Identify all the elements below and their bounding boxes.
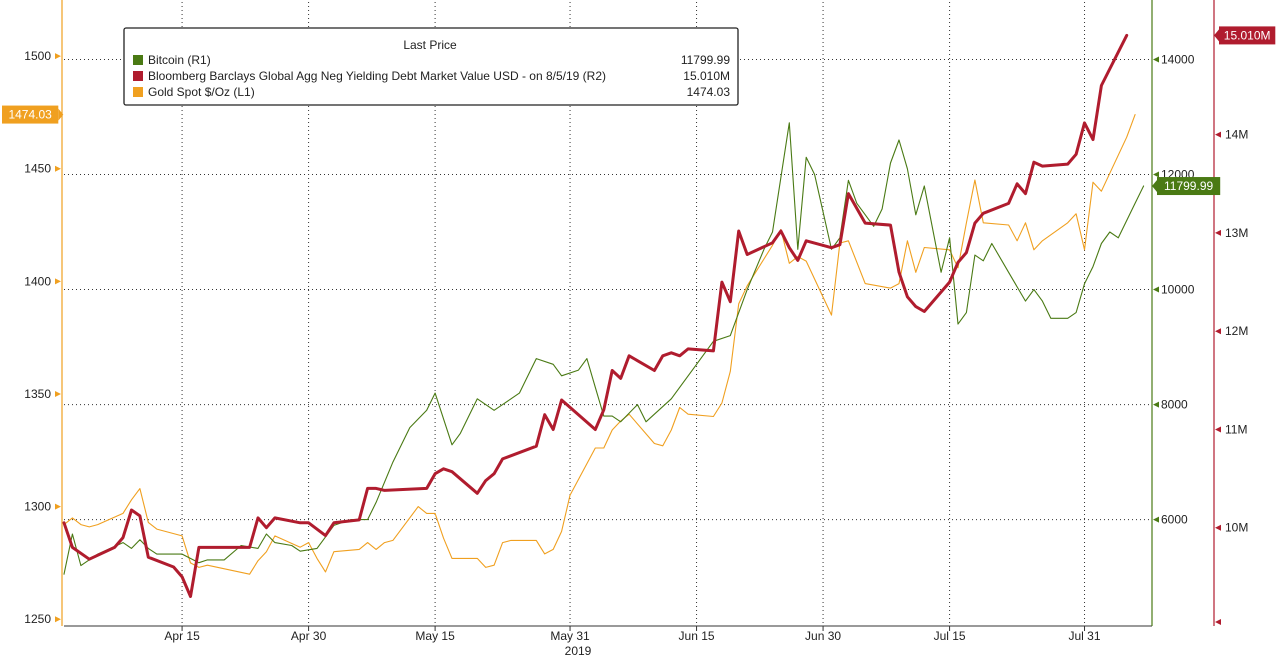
right1-tick [1153, 286, 1159, 293]
x-tick-label: Jul 31 [1069, 629, 1101, 643]
legend-value-1: 15.010M [683, 69, 730, 83]
left-tick [55, 616, 61, 623]
last-value-tag-2: 1474.03 [2, 105, 64, 124]
legend-entry-0: Bitcoin (R1) [148, 53, 211, 67]
right2-tick-label: 11M [1225, 422, 1247, 436]
right1-tick-label: 10000 [1161, 283, 1195, 297]
legend-entry-1: Bloomberg Barclays Global Agg Neg Yieldi… [148, 69, 606, 83]
right1-tick-label: 14000 [1161, 53, 1195, 67]
x-tick-label: May 15 [415, 629, 455, 643]
last-value-box-2 [2, 105, 59, 124]
right2-tick-label: 12M [1225, 324, 1248, 338]
series-line-1 [62, 33, 1129, 598]
legend: Last Price Bitcoin (R1) 11799.99 Bloomberg … [123, 27, 739, 106]
x-tick-label: May 31 [550, 629, 590, 643]
legend-box [123, 27, 739, 106]
legend-swatch-1 [133, 71, 143, 81]
last-value-label-2: 1474.03 [8, 108, 52, 122]
x-tick-label: Jun 30 [805, 629, 841, 643]
right2-tick-label: 13M [1225, 226, 1248, 240]
left-tick [55, 278, 61, 285]
x-tick-label: Jul 15 [934, 629, 966, 643]
right1-tick [1153, 56, 1159, 63]
right2-tick [1215, 619, 1221, 625]
left-tick-label: 1400 [24, 274, 51, 288]
right1-tick-label: 8000 [1161, 398, 1188, 412]
right2-tick-label: 14M [1225, 128, 1248, 142]
right2-tick [1215, 524, 1221, 531]
left-tick-label: 1250 [24, 612, 51, 626]
legend-swatch-0 [133, 55, 143, 65]
series-layer [62, 33, 1145, 598]
left-tick [55, 53, 61, 60]
right2-tick [1215, 131, 1221, 138]
right2-tick-label: 10M [1225, 521, 1248, 535]
last-value-label-1: 15.010M [1224, 28, 1271, 42]
x-axis-label: 2019 [565, 644, 592, 658]
series-line-0 [63, 122, 1145, 575]
series-line-2 [63, 114, 1136, 575]
left-tick-label: 1350 [24, 387, 51, 401]
legend-value-2: 1474.03 [687, 85, 731, 99]
last-value-label-0: 11799.99 [1164, 179, 1213, 193]
right1-tick [1153, 171, 1159, 178]
right2-tick [1215, 229, 1221, 236]
left-tick-label: 1300 [24, 500, 51, 514]
x-tick-label: Apr 15 [164, 629, 200, 643]
right1-tick-label: 6000 [1161, 513, 1188, 527]
x-tick-label: Apr 30 [291, 629, 327, 643]
legend-header: Last Price [403, 38, 457, 52]
right1-tick [1153, 401, 1159, 408]
legend-entry-2: Gold Spot $/Oz (L1) [148, 85, 255, 99]
last-value-tag-0: 11799.99 [1152, 177, 1221, 196]
right2-tick [1215, 328, 1221, 335]
last-value-tag-1: 15.010M [1214, 26, 1276, 45]
last-value-pointer-0 [1152, 180, 1157, 193]
x-tick-label: Jun 15 [679, 629, 715, 643]
right2-tick [1215, 426, 1221, 433]
last-value-box-1 [1219, 26, 1276, 45]
left-tick [55, 390, 61, 397]
last-value-pointer-1 [1214, 29, 1219, 42]
last-value-pointer-2 [58, 108, 64, 121]
last-value-box-0 [1157, 177, 1221, 196]
right1-tick [1153, 516, 1159, 523]
left-tick [55, 503, 61, 510]
legend-swatch-2 [133, 87, 143, 97]
left-tick-label: 1500 [24, 49, 51, 63]
left-tick-label: 1450 [24, 162, 51, 176]
left-tick [55, 165, 61, 172]
legend-value-0: 11799.99 [681, 53, 730, 67]
